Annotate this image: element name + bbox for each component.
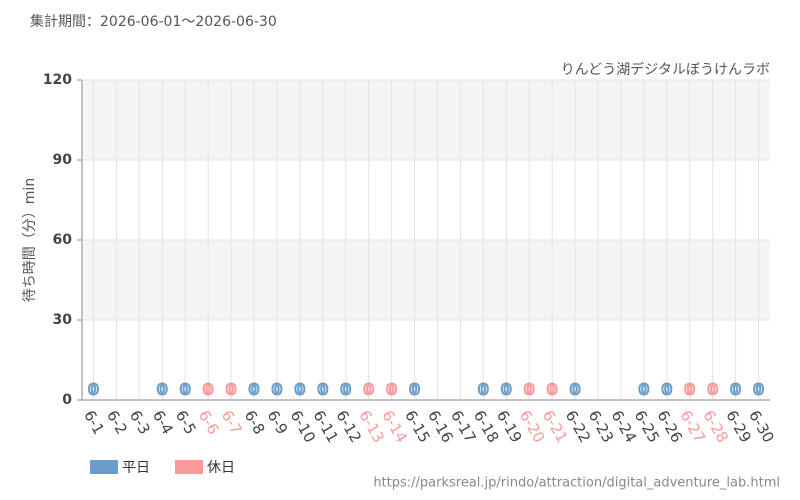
value-label: 0 <box>501 381 511 399</box>
chart-subtitle: りんどう湖デジタルぼうけんラボ <box>561 61 770 78</box>
chart-title: 集計期間：2026-06-01〜2026-06-30 <box>30 13 277 30</box>
y-tick-label: 30 <box>53 312 73 328</box>
value-label: 0 <box>730 381 740 399</box>
value-label: 0 <box>639 381 649 399</box>
y-axis-label: 待ち時間（分）min <box>22 178 38 302</box>
plot-band <box>82 80 770 160</box>
value-label: 0 <box>341 381 351 399</box>
legend-label: 平日 <box>122 460 150 476</box>
x-tick-label: 6-2 <box>103 407 131 437</box>
value-label: 0 <box>753 381 763 399</box>
value-label: 0 <box>547 381 557 399</box>
x-tick-label: 6-8 <box>241 407 269 437</box>
legend-swatch <box>175 460 203 474</box>
value-label: 0 <box>226 381 236 399</box>
y-tick-label: 120 <box>43 72 72 88</box>
value-label: 0 <box>524 381 534 399</box>
value-label: 0 <box>203 381 213 399</box>
y-tick-label: 60 <box>53 232 73 248</box>
value-label: 0 <box>662 381 672 399</box>
value-label: 0 <box>157 381 167 399</box>
plot-band <box>82 240 770 320</box>
value-label: 0 <box>88 381 98 399</box>
value-label: 0 <box>707 381 717 399</box>
source: https://parksreal.jp/rindo/attraction/di… <box>373 476 780 491</box>
x-tick-label: 6-4 <box>149 407 177 437</box>
x-tick-label: 6-1 <box>80 407 108 437</box>
value-label: 0 <box>180 381 190 399</box>
value-label: 0 <box>272 381 282 399</box>
value-label: 0 <box>363 381 373 399</box>
x-tick-label: 6-3 <box>126 407 154 437</box>
y-tick-label: 0 <box>62 392 72 408</box>
x-tick-label: 6-5 <box>172 407 200 437</box>
x-tick-label: 6-7 <box>218 407 246 437</box>
value-label: 0 <box>295 381 305 399</box>
value-label: 0 <box>570 381 580 399</box>
value-label: 0 <box>318 381 328 399</box>
value-label: 0 <box>386 381 396 399</box>
legend-swatch <box>90 460 118 474</box>
value-label: 0 <box>685 381 695 399</box>
value-label: 0 <box>478 381 488 399</box>
legend-label: 休日 <box>207 460 235 476</box>
x-tick-label: 6-9 <box>264 407 292 437</box>
y-tick-label: 90 <box>53 152 73 168</box>
x-tick-label: 6-6 <box>195 407 223 437</box>
value-label: 0 <box>409 381 419 399</box>
value-label: 0 <box>249 381 259 399</box>
